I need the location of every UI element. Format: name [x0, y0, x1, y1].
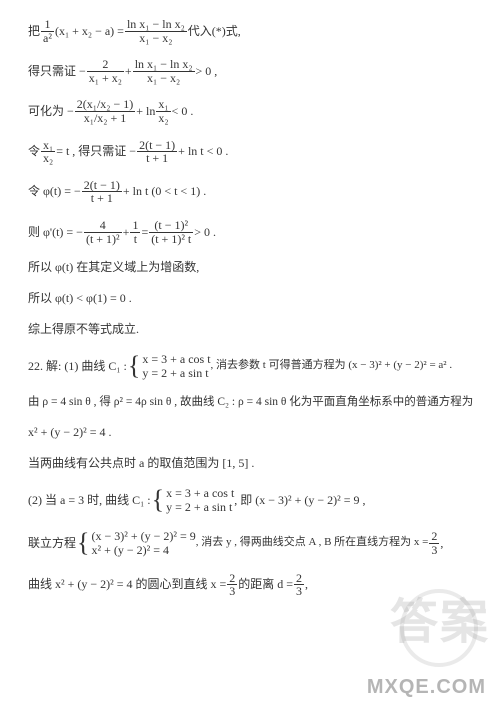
line-14: (2) 当 a = 3 时, 曲线 C₁ : { x = 3 + a cos t…	[28, 486, 478, 515]
fraction: 23	[227, 572, 237, 598]
eq: x = 3 + a cos t	[142, 352, 210, 366]
fraction: 4(t + 1)²	[84, 219, 122, 245]
text: (x₁ + x₂ − a) =	[55, 23, 124, 40]
text: 则 φ'(t) = −	[28, 224, 83, 241]
equation-system: x = 3 + a cos t y = 2 + a sin t	[166, 486, 234, 515]
eq: y = 2 + a sin t	[142, 366, 210, 380]
fraction: x₁x₂	[156, 98, 170, 124]
fraction: 2(x₁/x₂ − 1)x₁/x₂ + 1	[75, 98, 135, 124]
brace-icon: {	[77, 533, 89, 554]
text: =	[141, 224, 148, 241]
text: 22. 解: (1) 曲线 C₁ :	[28, 358, 127, 375]
text: 代入(*)式,	[188, 23, 241, 40]
text: 得只需证 −	[28, 63, 86, 80]
fraction: 23	[294, 572, 304, 598]
text: + ln	[136, 103, 155, 120]
text: 的距离 d =	[238, 576, 293, 593]
fraction: 1a²	[41, 18, 54, 44]
line-5: 令 φ(t) = − 2(t − 1)t + 1 + ln t (0 < t <…	[28, 179, 478, 205]
line-7: 所以 φ(t) 在其定义域上为增函数,	[28, 259, 478, 276]
fraction: x₁x₂	[41, 139, 55, 165]
fraction: 2(t − 1)t + 1	[82, 179, 122, 205]
text: , 消去 y , 得两曲线交点 A , B 所在直线方程为 x =	[196, 535, 429, 550]
eq: (x − 3)² + (y − 2)² = 9	[92, 529, 196, 543]
text: +	[125, 63, 132, 80]
text: 所以 φ(t) 在其定义域上为增函数,	[28, 259, 199, 276]
text: ,	[305, 576, 308, 593]
text: + ln t (0 < t < 1) .	[123, 183, 206, 200]
page-body: 把 1a² (x₁ + x₂ − a) = ln x₁ − ln x₂x₁ − …	[0, 0, 500, 630]
line-2: 得只需证 − 2x₁ + x₂ + ln x₁ − ln x₂x₁ − x₂ >…	[28, 58, 478, 84]
line-15: 联立方程 { (x − 3)² + (y − 2)² = 9 x² + (y −…	[28, 529, 478, 558]
line-8: 所以 φ(t) < φ(1) = 0 .	[28, 290, 478, 307]
line-1: 把 1a² (x₁ + x₂ − a) = ln x₁ − ln x₂x₁ − …	[28, 18, 478, 44]
fraction: ln x₁ − ln x₂x₁ − x₂	[133, 58, 195, 84]
text: 当两曲线有公共点时 a 的取值范围为 [1, 5] .	[28, 455, 254, 472]
text: 联立方程	[28, 535, 76, 552]
text: > 0 ,	[196, 63, 218, 80]
fraction: (t − 1)²(t + 1)² t	[149, 219, 193, 245]
line-13: 当两曲线有公共点时 a 的取值范围为 [1, 5] .	[28, 455, 478, 472]
fraction: 2x₁ + x₂	[87, 58, 124, 84]
line-4: 令 x₁x₂ = t , 得只需证 − 2(t − 1)t + 1 + ln t…	[28, 139, 478, 165]
eq: x = 3 + a cos t	[166, 486, 234, 500]
text: 把	[28, 23, 40, 40]
line-9: 综上得原不等式成立.	[28, 321, 478, 338]
text: + ln t < 0 .	[178, 143, 228, 160]
watermark-text: 答案	[390, 582, 490, 652]
fraction: 2(t − 1)t + 1	[137, 139, 177, 165]
text: ,	[440, 535, 443, 552]
text: = t , 得只需证 −	[56, 143, 136, 160]
text: (2) 当 a = 3 时, 曲线 C₁ :	[28, 492, 151, 509]
text: x² + (y − 2)² = 4 .	[28, 424, 112, 441]
text: , 消去参数 t 可得普通方程为 (x − 3)² + (y − 2)² = a…	[211, 358, 453, 373]
brace-icon: {	[152, 490, 164, 511]
text: < 0 .	[172, 103, 194, 120]
text: 综上得原不等式成立.	[28, 321, 139, 338]
line-11: 由 ρ = 4 sin θ , 得 ρ² = 4ρ sin θ , 故曲线 C₂…	[28, 394, 478, 410]
text: 由 ρ = 4 sin θ , 得 ρ² = 4ρ sin θ , 故曲线 C₂…	[28, 394, 473, 410]
text: 令	[28, 143, 40, 160]
text: 曲线 x² + (y − 2)² = 4 的圆心到直线 x =	[28, 576, 226, 593]
line-12: x² + (y − 2)² = 4 .	[28, 424, 478, 441]
text: > 0 .	[194, 224, 216, 241]
eq: x² + (y − 2)² = 4	[92, 543, 196, 557]
line-3: 可化为 − 2(x₁/x₂ − 1)x₁/x₂ + 1 + ln x₁x₂ < …	[28, 98, 478, 124]
text: , 即 (x − 3)² + (y − 2)² = 9 ,	[234, 492, 365, 509]
equation-system: (x − 3)² + (y − 2)² = 9 x² + (y − 2)² = …	[92, 529, 196, 558]
line-6: 则 φ'(t) = − 4(t + 1)² + 1t = (t − 1)²(t …	[28, 219, 478, 245]
eq: y = 2 + a sin t	[166, 500, 234, 514]
text: +	[123, 224, 130, 241]
text: 所以 φ(t) < φ(1) = 0 .	[28, 290, 132, 307]
equation-system: x = 3 + a cos t y = 2 + a sin t	[142, 352, 210, 381]
brace-icon: {	[128, 356, 140, 377]
fraction: 1t	[130, 219, 140, 245]
line-10: 22. 解: (1) 曲线 C₁ : { x = 3 + a cos t y =…	[28, 352, 478, 381]
fraction: ln x₁ − ln x₂x₁ − x₂	[125, 18, 187, 44]
fraction: 23	[429, 530, 439, 556]
footer-watermark: MXQE.COM	[367, 676, 486, 699]
text: 可化为 −	[28, 103, 74, 120]
text: 令 φ(t) = −	[28, 183, 81, 200]
